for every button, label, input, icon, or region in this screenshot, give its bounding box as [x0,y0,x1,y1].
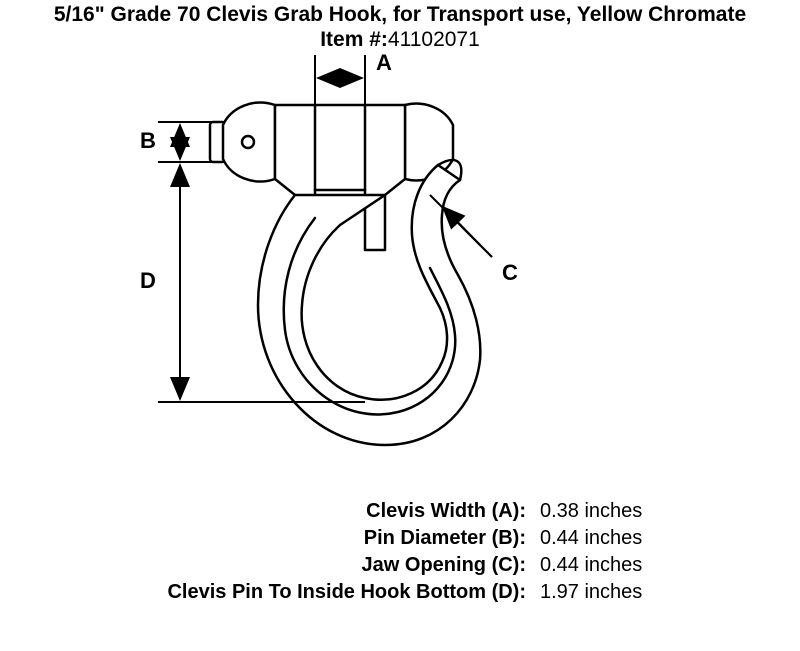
spec-value: 0.38 inches [540,500,642,523]
spec-value: 1.97 inches [540,581,642,604]
dim-label-d: D [140,268,156,294]
spec-label: Clevis Pin To Inside Hook Bottom (D): [150,581,540,604]
dim-label-a: A [376,50,392,76]
spec-label: Pin Diameter (B): [150,527,540,550]
spec-value: 0.44 inches [540,554,642,577]
spec-value: 0.44 inches [540,527,642,550]
dim-label-c: C [502,260,518,286]
spec-label: Jaw Opening (C): [150,554,540,577]
spec-table: Clevis Width (A): 0.38 inches Pin Diamet… [150,500,690,608]
spec-row: Clevis Pin To Inside Hook Bottom (D): 1.… [150,581,690,604]
spec-row: Jaw Opening (C): 0.44 inches [150,554,690,577]
spec-row: Clevis Width (A): 0.38 inches [150,500,690,523]
item-label: Item #: [320,28,388,51]
dim-label-b: B [140,128,156,154]
item-number-line: Item #:41102071 [0,28,800,52]
product-title: 5/16" Grade 70 Clevis Grab Hook, for Tra… [0,3,800,27]
item-number: 41102071 [388,28,480,51]
spec-row: Pin Diameter (B): 0.44 inches [150,527,690,550]
spec-label: Clevis Width (A): [150,500,540,523]
hook-diagram: A B C D [140,50,560,480]
